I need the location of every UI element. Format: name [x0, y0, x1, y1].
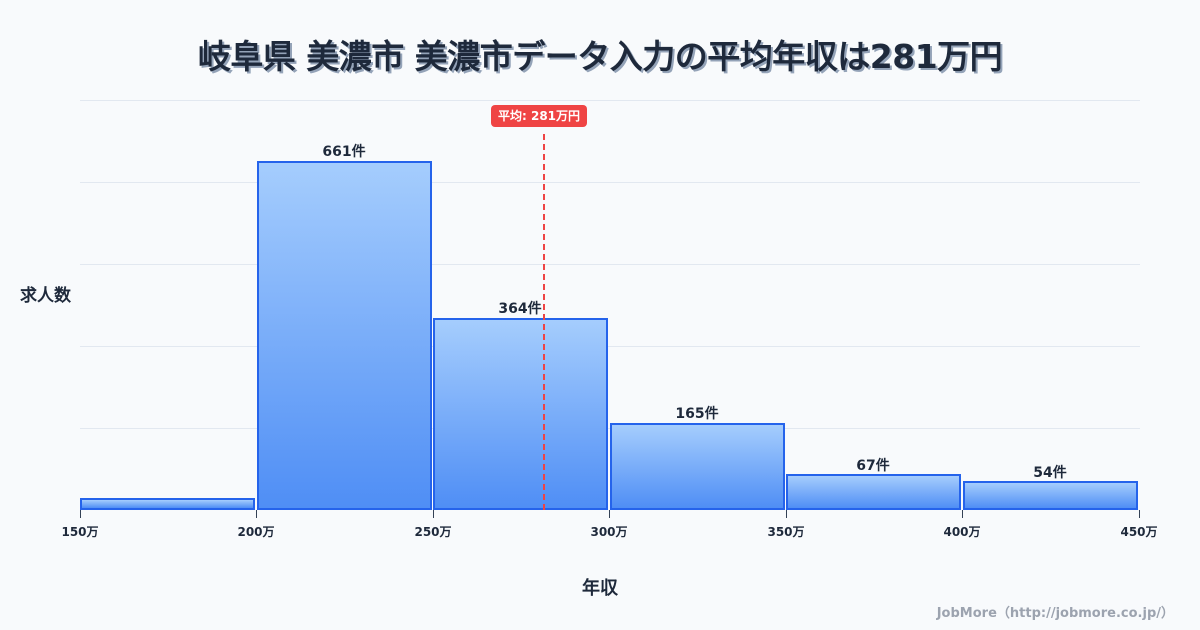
mean-line: [543, 134, 545, 510]
x-axis-label: 年収: [582, 578, 618, 599]
x-tick: [786, 510, 787, 518]
x-tick: [609, 510, 610, 518]
gridline: [80, 346, 1140, 347]
bar-350-400: [786, 474, 961, 510]
bar-value-label: 165件: [675, 406, 719, 422]
x-tick: [256, 510, 257, 518]
bar-250-300: [433, 318, 608, 510]
bar-value-label: 67件: [856, 458, 890, 474]
x-tick-label: 200万: [237, 525, 275, 539]
chart-title: 岐阜県 美濃市 美濃市データ入力の平均年収は281万円: [197, 37, 1003, 76]
gridline: [80, 100, 1140, 101]
bar-value-label: 661件: [322, 144, 366, 160]
x-tick-label: 250万: [414, 525, 452, 539]
y-axis-label: 求人数: [20, 286, 71, 306]
x-tick-label: 150万: [61, 525, 99, 539]
x-tick: [80, 510, 81, 518]
x-tick-label: 350万: [767, 525, 805, 539]
gridline: [80, 182, 1140, 183]
x-tick: [1139, 510, 1140, 518]
gridline: [80, 264, 1140, 265]
x-tick-label: 300万: [590, 525, 628, 539]
x-tick-label: 400万: [943, 525, 981, 539]
bar-value-label: 364件: [498, 301, 542, 317]
source-credit: JobMore（http://jobmore.co.jp/）: [936, 606, 1174, 621]
plot-area: 661件 364件 165件 67件 54件: [80, 100, 1140, 510]
x-tick-label: 450万: [1120, 525, 1158, 539]
bar-200-250: [257, 161, 432, 510]
bar-400-450: [963, 481, 1138, 510]
mean-badge: 平均: 281万円: [491, 105, 588, 127]
bar-value-label: 54件: [1033, 465, 1067, 481]
x-tick: [962, 510, 963, 518]
x-tick: [433, 510, 434, 518]
bar-150-200: [80, 498, 255, 510]
bar-300-350: [610, 423, 785, 510]
